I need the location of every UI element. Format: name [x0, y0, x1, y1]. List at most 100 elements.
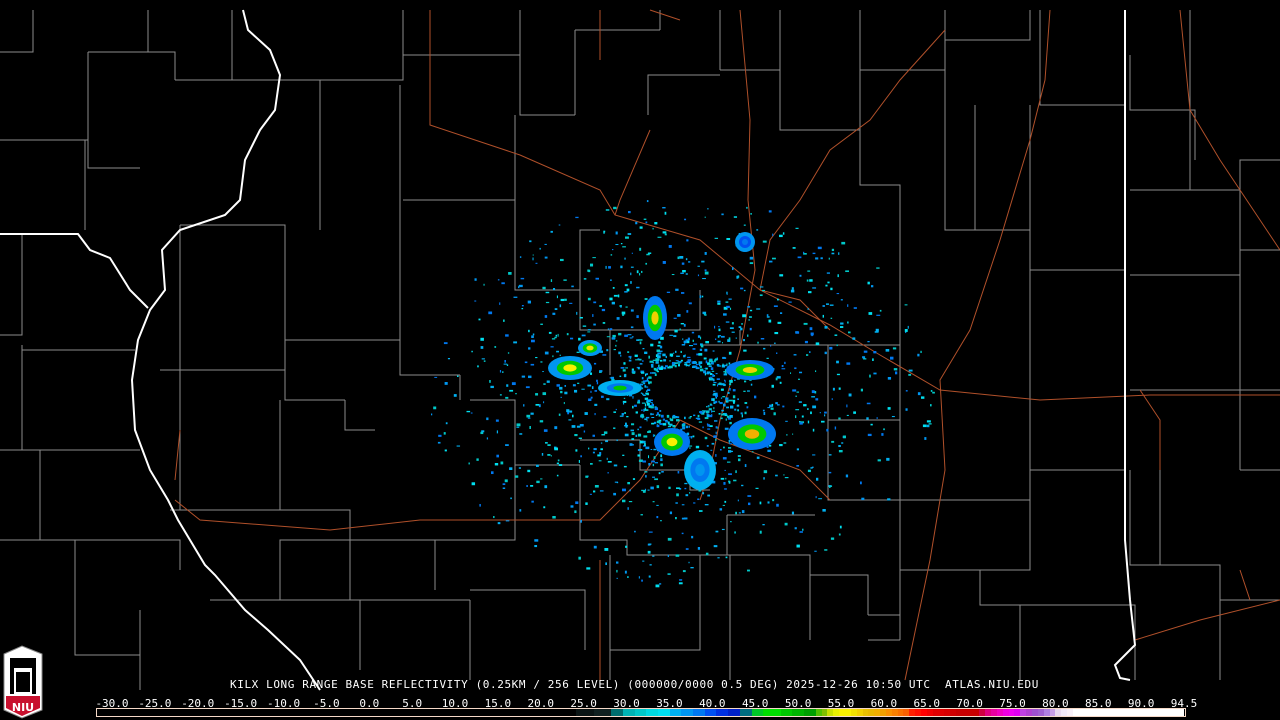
echo-pixel	[650, 343, 654, 347]
echo-pixel	[638, 449, 643, 451]
echo-pixel	[775, 474, 778, 477]
echo-pixel	[659, 410, 662, 412]
legend-swatch	[295, 709, 302, 716]
echo-pixel	[779, 381, 782, 384]
echo-pixel	[725, 301, 729, 303]
echo-pixel	[600, 448, 603, 451]
echo-pixel	[672, 364, 675, 366]
echo-pixel	[840, 299, 843, 301]
echo-pixel	[652, 501, 655, 503]
echo-pixel	[793, 354, 797, 356]
legend-label: 20.0	[527, 697, 555, 710]
echo-pixel	[545, 301, 550, 304]
echo-pixel	[767, 449, 771, 453]
echo-pixel	[657, 352, 662, 355]
echo-pixel	[710, 362, 714, 365]
echo-pixel	[866, 402, 871, 405]
echo-pixel	[846, 362, 851, 365]
echo-pixel	[735, 337, 737, 339]
echo-pixel	[707, 494, 711, 497]
echo-pixel	[705, 360, 708, 364]
echo-pixel	[542, 371, 544, 373]
echo-pixel	[672, 425, 676, 428]
echo-pixel	[688, 417, 691, 419]
echo-pixel	[644, 403, 647, 407]
legend-swatch	[1137, 709, 1144, 716]
echo-pixel	[811, 333, 813, 337]
echo-pixel	[501, 282, 505, 285]
echo-pixel	[550, 230, 553, 233]
echo-pixel	[759, 530, 762, 534]
echo-pixel	[720, 449, 722, 451]
echo-pixel	[603, 416, 607, 418]
echo-pixel	[824, 411, 827, 414]
echo-pixel	[723, 306, 728, 310]
echo-pixel	[728, 447, 732, 449]
echo-pixel	[634, 404, 637, 407]
echo-pixel	[532, 254, 534, 256]
echo-pixel	[728, 298, 732, 300]
echo-pixel	[571, 425, 576, 428]
echo-pixel	[702, 492, 705, 495]
echo-pixel	[660, 463, 663, 467]
echo-pixel	[599, 490, 604, 492]
echo-pixel	[669, 334, 673, 336]
echo-pixel	[728, 440, 731, 443]
echo-pixel	[594, 362, 597, 365]
echo-pixel	[658, 364, 660, 368]
echo-pixel	[679, 328, 681, 331]
echo-pixel	[734, 379, 736, 381]
legend-swatch	[161, 709, 168, 716]
echo-pixel	[777, 404, 780, 406]
echo-pixel	[521, 305, 524, 307]
echo-pixel	[732, 399, 736, 403]
state-boundaries	[0, 9, 1137, 691]
echo-pixel	[569, 410, 573, 413]
echo-pixel	[684, 218, 687, 221]
echo-pixel	[712, 380, 715, 382]
echo-pixel	[794, 367, 797, 370]
echo-pixel	[526, 414, 531, 418]
echo-pixel	[677, 362, 681, 364]
echo-pixel	[490, 385, 494, 389]
legend-swatch	[1096, 709, 1103, 716]
echo-pixel	[654, 478, 659, 481]
echo-pixel	[795, 227, 799, 229]
echo-pixel	[836, 293, 840, 295]
echo-pixel	[930, 390, 933, 392]
legend-swatch	[248, 709, 255, 716]
echo-pixel	[608, 266, 611, 269]
echo-pixel	[697, 498, 700, 501]
echo-pixel	[657, 355, 661, 359]
echo-pixel	[728, 351, 732, 355]
echo-pixel	[542, 286, 546, 290]
echo-pixel	[868, 312, 873, 315]
echo-pixel	[814, 391, 817, 394]
echo-pixel	[635, 434, 638, 437]
legend-label: 75.0	[999, 697, 1026, 710]
echo-pixel	[768, 210, 772, 213]
echo-pixel	[535, 404, 540, 406]
echo-pixel	[810, 467, 813, 469]
echo-pixel	[547, 444, 551, 446]
echo-pixel	[647, 252, 652, 254]
echo-pixel	[784, 477, 789, 479]
echo-pixel	[648, 376, 652, 379]
echo-pixel	[642, 560, 645, 562]
echo-pixel	[680, 359, 683, 362]
svg-text:NIU: NIU	[12, 701, 34, 714]
echo-pixel	[627, 576, 629, 578]
echo-pixel	[601, 434, 606, 436]
echo-pixel	[570, 337, 574, 340]
echo-pixel	[624, 433, 629, 437]
echo-pixel	[606, 349, 609, 352]
echo-pixel	[675, 517, 677, 520]
echo-pixel	[799, 371, 803, 374]
echo-pixel	[587, 329, 591, 331]
echo-pixel	[534, 545, 538, 548]
legend-swatch	[529, 709, 536, 716]
echo-pixel	[768, 444, 772, 447]
legend-swatch	[389, 709, 396, 716]
echo-pixel	[729, 383, 732, 386]
legend-label: 90.0	[1127, 697, 1155, 710]
